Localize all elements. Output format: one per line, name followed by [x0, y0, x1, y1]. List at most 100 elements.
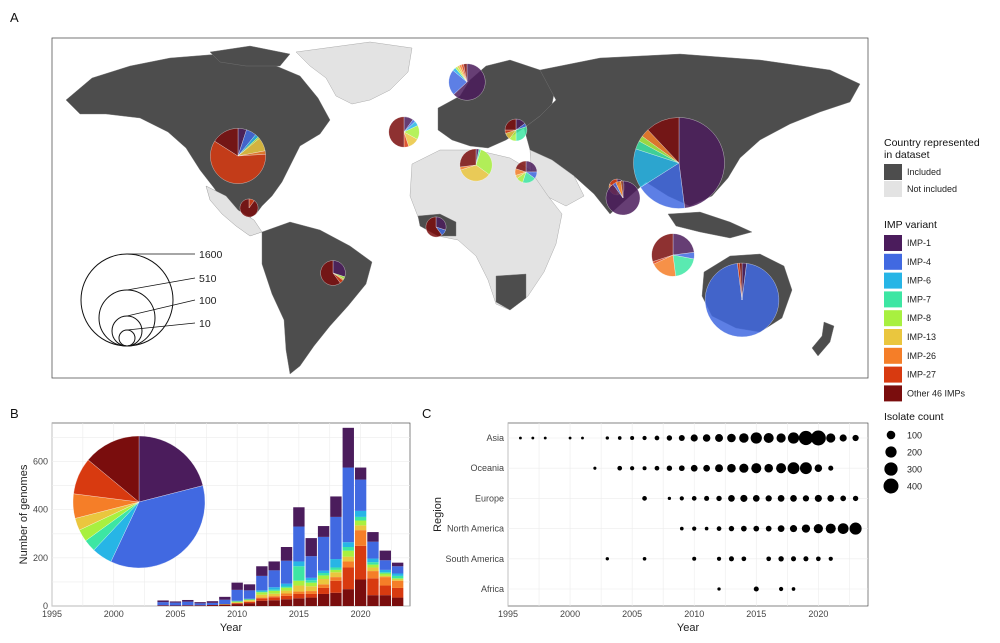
panel-b-inset-pie-slice-imp-4 [110, 485, 206, 569]
panel-b-bar-2018-imp-8 [330, 569, 342, 573]
panel-b-bar-2012-imp-1 [256, 566, 268, 576]
panel-b-bar-2022-imp-6 [379, 569, 391, 573]
map-pie-indonesia [651, 233, 695, 277]
panel-b-inset-pie [72, 435, 206, 569]
panel-c-point-oceania-2018 [787, 462, 800, 475]
panel-c-point-asia-2003 [605, 436, 609, 440]
panel-c-point-north-america-2010 [692, 526, 697, 531]
panel-c-point-asia-2022 [839, 434, 847, 442]
panel-c-xlabel: Year [677, 622, 700, 634]
panel-c-point-asia-2015 [750, 432, 762, 444]
panel-b-bar-2014-imp-8 [280, 587, 293, 591]
map-pie-central-america [239, 198, 259, 218]
panel-c-point-africa-2015 [753, 586, 759, 592]
panel-b-bar-2018-imp-4 [330, 516, 342, 560]
map-pie-indonesia-slice-imp-1 [672, 233, 695, 256]
legend-label-imp-6: IMP-6 [907, 276, 931, 286]
map-pie-southeast-asia-slice-other-46-imps [620, 180, 624, 199]
panel-b-bar-2016-imp-8 [305, 582, 317, 587]
panel-b-bar-2010-imp-8 [231, 601, 243, 603]
panel-c-size-legend-label-100: 100 [907, 431, 922, 441]
panel-b-xtick-label: 2000 [104, 609, 124, 619]
panel-b-bar-2014-other-46-imps [280, 599, 293, 606]
panel-c-point-asia-2018 [787, 432, 800, 444]
panel-b-bar-2023-imp-4 [391, 566, 404, 574]
panel-b-bar-2019-imp-13 [342, 556, 354, 562]
panel-b-bar-2009-imp-4 [219, 599, 231, 605]
panel-b-bar-2017-imp-26 [317, 584, 330, 588]
map-pie-east-asia-slice-other-46-imps [647, 117, 680, 164]
panel-c-size-legend-dot-300 [884, 462, 898, 476]
panel-b-bar-2023-imp-26 [391, 580, 404, 588]
panel-c-point-europe-2020 [814, 494, 822, 502]
panel-b-bar-2006-imp-1 [182, 599, 194, 602]
panel-b-bar-2022-imp-7 [379, 572, 391, 574]
panel-b-bar-2007-other-46-imps [194, 605, 206, 606]
size-label-10: 10 [199, 318, 211, 330]
legend-label-imp-8: IMP-8 [907, 313, 931, 323]
panel-label-b: B [10, 406, 19, 421]
panel-b-bar-2022-imp-13 [379, 575, 391, 578]
panel-c-xtick-label: 2005 [622, 609, 642, 619]
legend-swatch-imp-13 [884, 329, 902, 345]
panel-c-size-legend-label-300: 300 [907, 465, 922, 475]
variant-legend: IMP variant IMP-1 IMP-4 IMP-6 IMP-7 IMP-8 IMP… [884, 219, 966, 402]
panel-b-bar-2008-imp-1 [206, 601, 219, 603]
size-label-510: 510 [199, 273, 217, 285]
panel-c-point-asia-2005 [630, 435, 635, 441]
map-pie-west-africa-slice-other-46-imps [425, 216, 443, 238]
legend-swatch-not-included [884, 181, 902, 197]
panel-b-xtick-label: 1995 [42, 609, 62, 619]
panel-b-bar-2020-imp-4 [354, 479, 367, 511]
panel-b-ytick-label: 600 [33, 457, 48, 467]
panel-c-size-legend-dot-400 [883, 478, 899, 494]
panel-b-bar-2004-imp-1 [157, 600, 169, 603]
panel-c-point-asia-2016 [763, 432, 774, 444]
panel-c-point-north-america-2011 [704, 526, 709, 531]
map-pie-east-asia-slice-imp-1 [678, 117, 725, 209]
panel-b-bar-2018-imp-1 [330, 496, 342, 517]
panel-b-bar-2020-imp-27 [354, 545, 367, 580]
panel-c-point-asia-2014 [739, 433, 749, 443]
panel-b-bar-2012-imp-6 [256, 590, 268, 592]
panel-c-point-oceania-2020 [814, 464, 823, 472]
map-pie-north-america-slice-other-46-imps [214, 128, 239, 157]
panel-c-point-oceania-2016 [764, 463, 773, 473]
panel-b-bar-2011-imp-6 [243, 598, 256, 600]
panel-b-bar-2019-imp-7 [342, 547, 354, 551]
legend-label-other-46-imps: Other 46 IMPs [907, 388, 966, 398]
panel-c-point-oceania-2019 [799, 462, 812, 475]
panel-b-bar-2020-imp-8 [354, 520, 367, 526]
map-pie-oceania [705, 262, 779, 338]
panel-c-point-asia-2010 [690, 434, 698, 442]
panel-c-point-south-america-2013 [728, 556, 734, 562]
panel-c-point-europe-2013 [728, 495, 735, 502]
panel-b-bar-2015-imp-26 [293, 591, 305, 594]
panel-c-point-europe-2012 [716, 495, 722, 502]
panel-b-inset-pie-slice-imp-1 [138, 435, 204, 503]
panel-b-bar-2018-imp-7 [330, 567, 342, 570]
panel-c-region-label: South America [445, 554, 504, 564]
panel-c-point-south-america-2014 [741, 556, 747, 562]
panel-b-bar-2012-imp-27 [256, 598, 268, 601]
panel-b-bar-2020-other-46-imps [354, 579, 367, 606]
legend-label-imp-7: IMP-7 [907, 294, 931, 304]
panel-b-bar-2019-imp-4 [342, 467, 354, 543]
panel-b-bar-2013-imp-7 [268, 589, 280, 591]
panel-c-point-asia-1997 [531, 436, 535, 440]
variant-legend-title: IMP variant [884, 219, 937, 231]
panel-b-bar-2019-imp-1 [342, 427, 354, 468]
panel-b-bar-2017-imp-8 [317, 575, 330, 580]
panel-c-point-europe-2006 [642, 496, 647, 501]
panel-c-size-legend-title: Isolate count [884, 411, 944, 423]
panel-b-xtick-label: 2005 [165, 609, 185, 619]
panel-c-point-europe-2017 [777, 495, 785, 502]
panel-b-bar-2023-imp-7 [391, 575, 404, 579]
panel-b-bar-2013-imp-1 [268, 561, 280, 571]
map-pie-northern-europe-slice-other-46-imps [463, 63, 468, 83]
panel-b-bar-2010-imp-1 [231, 582, 243, 590]
panel-c-point-north-america-2019 [801, 524, 811, 533]
panel-c-point-asia-2021 [826, 433, 836, 443]
panel-c-point-europe-2015 [752, 495, 760, 502]
legend-swatch-imp-1 [884, 235, 902, 251]
